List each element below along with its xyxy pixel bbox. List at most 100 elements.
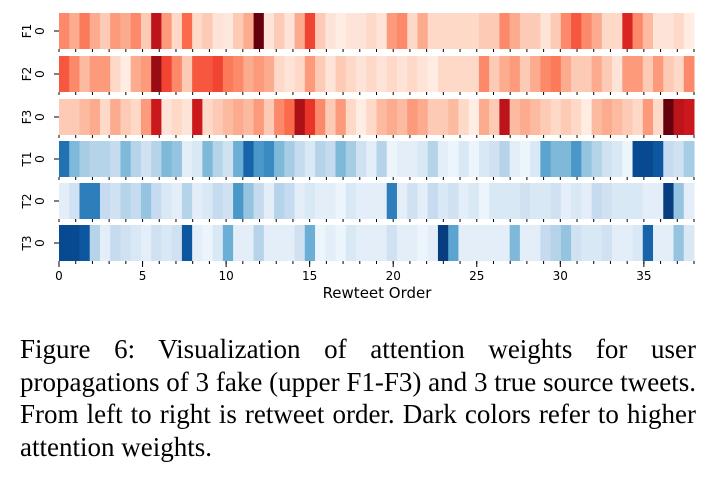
x-tick-label: 5 <box>139 269 147 283</box>
heatmap-cell <box>601 183 613 219</box>
heatmap-cell <box>325 141 337 177</box>
heatmap-cell <box>407 225 418 261</box>
heatmap-cell <box>253 141 265 177</box>
x-tick-label: 25 <box>469 269 484 283</box>
heatmap-cell <box>642 183 654 219</box>
heatmap-cell <box>458 99 470 135</box>
heatmap-cell <box>284 56 296 92</box>
heatmap-cell <box>591 56 603 92</box>
heatmap-cell <box>489 13 500 49</box>
x-axis: 0 5 10 15 20 25 30 35 <box>55 261 652 283</box>
heatmap-cell <box>99 141 111 177</box>
heatmap-cell <box>427 183 439 219</box>
heatmap-cell <box>468 56 480 92</box>
row-label: T1 <box>20 152 34 168</box>
heatmap-cell <box>99 225 111 261</box>
heatmap-cell <box>489 183 500 219</box>
heatmap-cell <box>458 141 470 177</box>
heatmap-cell <box>151 99 162 135</box>
heatmap-cell <box>396 183 408 219</box>
heatmap-cell <box>509 141 521 177</box>
heatmap-cell <box>427 141 439 177</box>
heatmap-cell <box>335 13 347 49</box>
heatmap-cell <box>335 141 347 177</box>
heatmap-cell <box>222 225 234 261</box>
heatmap-cell <box>519 56 531 92</box>
y-tick-label: 0 <box>33 27 47 35</box>
heatmap-cell <box>263 56 275 92</box>
heatmap-cell <box>396 13 408 49</box>
heatmap-cell <box>89 225 101 261</box>
heatmap-cell <box>612 225 623 261</box>
row-label: F1 <box>20 24 34 39</box>
heatmap-cell <box>212 183 224 219</box>
heatmap-cell <box>151 56 162 92</box>
heatmap-cell <box>550 13 562 49</box>
x-tick-label: 15 <box>302 269 317 283</box>
heatmap-cell <box>110 13 121 49</box>
heatmap-cell <box>540 99 552 135</box>
heatmap-cell <box>478 183 490 219</box>
heatmap-cell <box>550 99 562 135</box>
heatmap-cell <box>284 99 296 135</box>
heatmap-cell <box>571 141 582 177</box>
heatmap-cell <box>376 56 388 92</box>
heatmap-cell <box>653 225 664 261</box>
heatmap-cell <box>284 13 296 49</box>
heatmap-cell <box>673 183 685 219</box>
heatmap-cell <box>386 56 398 92</box>
heatmap-cell <box>632 141 644 177</box>
heatmap-cell <box>448 56 459 92</box>
heatmap-cell <box>202 56 214 92</box>
heatmap-cell <box>519 13 531 49</box>
heatmap-cell <box>530 56 541 92</box>
heatmap-cell <box>356 56 367 92</box>
heatmap-cell <box>253 13 265 49</box>
heatmap-cell <box>683 99 695 135</box>
heatmap-cell <box>79 99 91 135</box>
heatmap-cell <box>509 13 521 49</box>
figure-caption: Figure 6: Visualization of attention wei… <box>20 334 696 462</box>
heatmap-cell <box>437 13 449 49</box>
heatmap-cell <box>683 56 695 92</box>
heatmap-cell <box>591 225 603 261</box>
heatmap-cell <box>489 99 500 135</box>
heatmap-cell <box>99 13 111 49</box>
heatmap-cell <box>366 99 377 135</box>
heatmap-cell <box>663 99 675 135</box>
heatmap-cell <box>294 56 306 92</box>
heatmap-cell <box>130 225 142 261</box>
heatmap-cell <box>540 183 552 219</box>
heatmap-cell <box>653 13 664 49</box>
heatmap-cell <box>315 225 326 261</box>
heatmap-cell <box>79 13 91 49</box>
heatmap-cell <box>622 99 634 135</box>
heatmap-cell <box>263 99 275 135</box>
heatmap-cell <box>591 13 603 49</box>
heatmap-cell <box>663 13 675 49</box>
heatmap-cell <box>550 183 562 219</box>
heatmap-cell <box>192 13 203 49</box>
heatmap-cell <box>304 13 316 49</box>
heatmap-cell <box>69 141 80 177</box>
heatmap-cell <box>417 225 429 261</box>
heatmap-cell <box>181 183 193 219</box>
heatmap-cell <box>243 99 255 135</box>
heatmap-cell <box>560 56 572 92</box>
heatmap-cell <box>161 141 173 177</box>
heatmap-cell <box>304 99 316 135</box>
heatmap-cell <box>458 225 470 261</box>
heatmap-cell <box>171 56 183 92</box>
row-label: F3 <box>20 110 34 125</box>
heatmap-cell <box>437 183 449 219</box>
heatmap-cell <box>120 99 132 135</box>
heatmap-cell <box>437 56 449 92</box>
heatmap-cell <box>366 183 377 219</box>
heatmap-cell <box>653 183 664 219</box>
heatmap-cell <box>571 99 582 135</box>
heatmap-cell <box>325 225 337 261</box>
heatmap-cell <box>407 99 418 135</box>
heatmap-cell <box>202 13 214 49</box>
heatmap-cell <box>192 99 203 135</box>
heatmap-cell <box>366 141 377 177</box>
